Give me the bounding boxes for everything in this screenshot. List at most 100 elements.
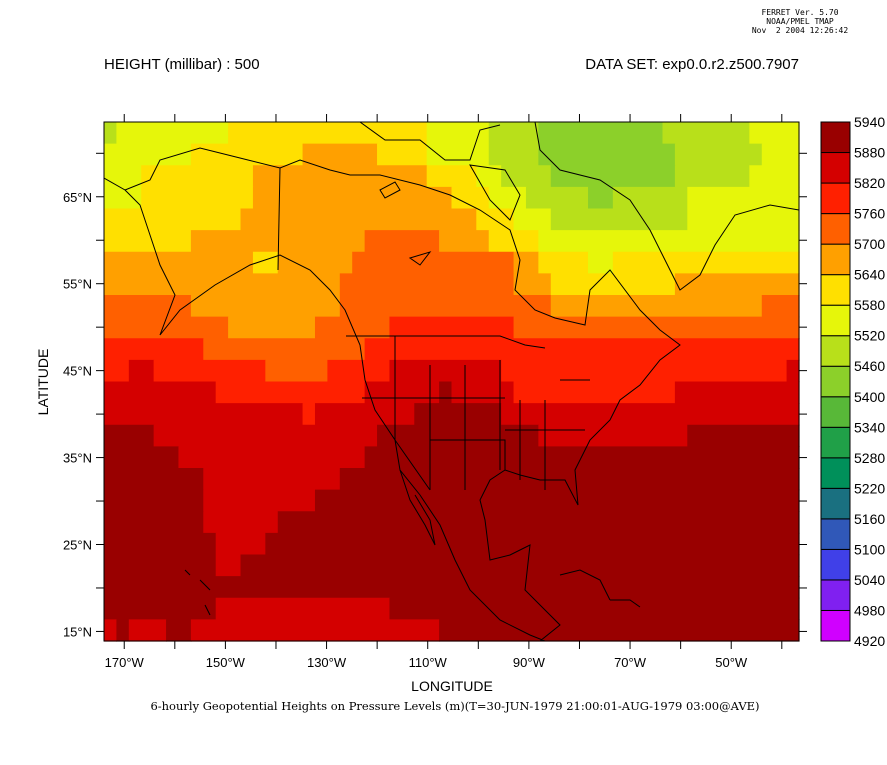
grid-cell — [104, 619, 118, 642]
grid-cell — [314, 489, 800, 512]
grid-cell — [166, 619, 192, 642]
grid-cell — [426, 122, 490, 145]
grid-cell — [104, 251, 254, 274]
grid-cell — [488, 143, 539, 166]
height-field — [104, 122, 800, 642]
grid-cell — [525, 186, 589, 210]
grid-cell — [228, 122, 428, 145]
grid-cell — [104, 359, 130, 383]
us-state-borders — [362, 336, 590, 491]
grid-cell — [314, 403, 415, 426]
grid-cell — [513, 316, 800, 339]
grid-cell — [538, 122, 664, 145]
grid-cell — [104, 295, 192, 318]
colorbar-label: 5940 — [854, 114, 885, 130]
grid-cell — [513, 208, 552, 231]
grid-cell — [588, 251, 614, 274]
grid-cell — [104, 554, 217, 577]
grid-cell — [240, 208, 477, 231]
grid-cell — [141, 165, 254, 188]
colorbar-label: 5040 — [854, 572, 885, 588]
grid-cell — [389, 316, 515, 339]
colorbar-label: 5700 — [854, 236, 885, 252]
grid-cell — [104, 122, 118, 145]
grid-cell — [203, 338, 366, 361]
colorbar-swatch — [820, 304, 851, 337]
colorbar-swatch — [820, 274, 851, 306]
grid-cell — [426, 165, 477, 188]
grid-cell — [687, 186, 800, 210]
grid-cell — [612, 186, 688, 210]
grid-cell — [426, 143, 490, 166]
grid-cell — [364, 446, 800, 469]
grid-cell — [488, 122, 539, 145]
grid-cell — [203, 511, 279, 534]
grid-cell — [377, 424, 539, 447]
arctic-islands-coastline — [359, 122, 521, 266]
grid-cell — [488, 186, 527, 210]
grid-cell — [277, 251, 353, 274]
grid-cell — [128, 619, 167, 642]
us-canada-border — [277, 167, 546, 349]
grid-cell — [104, 230, 192, 253]
colorbar-swatch — [820, 396, 851, 428]
grid-cell — [501, 165, 552, 188]
baja-california-coastline — [399, 469, 436, 546]
grid-cell — [364, 381, 440, 404]
grid-cell — [228, 316, 316, 339]
grid-cell — [252, 186, 453, 210]
grid-cell — [265, 532, 800, 556]
grid-cell — [439, 381, 453, 404]
coastlines — [104, 122, 799, 641]
grid-cell — [339, 468, 800, 491]
grid-cell — [203, 468, 341, 491]
grid-cell — [538, 143, 676, 166]
grid-cell — [302, 143, 378, 166]
y-tick-label: 45°N — [63, 364, 92, 379]
grid-cell — [215, 554, 242, 577]
colorbar-swatch — [820, 365, 851, 398]
axis-ticks — [96, 114, 807, 649]
grid-cell — [190, 295, 341, 318]
grid-cell — [339, 273, 515, 296]
colorbar-label: 4980 — [854, 602, 885, 618]
grid-cell — [190, 619, 440, 642]
x-tick-labels: 170°W 150°W 130°W 110°W 90°W 70°W 50°W — [105, 655, 748, 670]
grid-cell — [364, 338, 800, 361]
grid-cell — [104, 532, 217, 556]
grid-cell — [513, 381, 676, 404]
grid-cell — [128, 359, 155, 383]
grid-cell — [662, 122, 750, 145]
colorbar-swatch — [820, 121, 851, 154]
colorbar-label: 5820 — [854, 175, 885, 191]
stamp-line-2: NOAA/PMEL TMAP — [766, 17, 834, 26]
grid-cell — [550, 208, 688, 231]
colorbar-label: 5520 — [854, 328, 885, 344]
grid-cell — [104, 381, 217, 404]
colorbar-label: 5580 — [854, 297, 885, 313]
stamp-line-1: FERRET Ver. 5.70 — [761, 8, 839, 17]
colorbar-swatch — [820, 609, 851, 642]
grid-cell — [550, 273, 676, 296]
grid-cell — [588, 186, 614, 210]
grid-cell — [104, 424, 155, 447]
grid-cell — [252, 165, 428, 188]
grid-cell — [476, 165, 502, 188]
y-tick-label: 65°N — [63, 190, 92, 205]
variable-title: HEIGHT (millibar) : 500 — [104, 56, 260, 73]
colorbar-swatch — [820, 182, 851, 215]
grid-cell — [513, 251, 539, 274]
colorbar-label: 5100 — [854, 541, 885, 557]
grid-cell — [687, 208, 800, 231]
grid-cell — [364, 230, 440, 253]
colorbar-swatch — [820, 487, 851, 520]
colorbar-swatch — [820, 335, 851, 367]
grid-cell — [674, 143, 763, 166]
grid-cell — [538, 230, 800, 253]
plot-frame — [103, 121, 800, 642]
grid-cell — [104, 403, 304, 426]
grid-cell — [215, 532, 266, 556]
grid-cell — [215, 381, 366, 404]
grid-cell — [265, 359, 328, 383]
grid-cell — [761, 295, 800, 318]
